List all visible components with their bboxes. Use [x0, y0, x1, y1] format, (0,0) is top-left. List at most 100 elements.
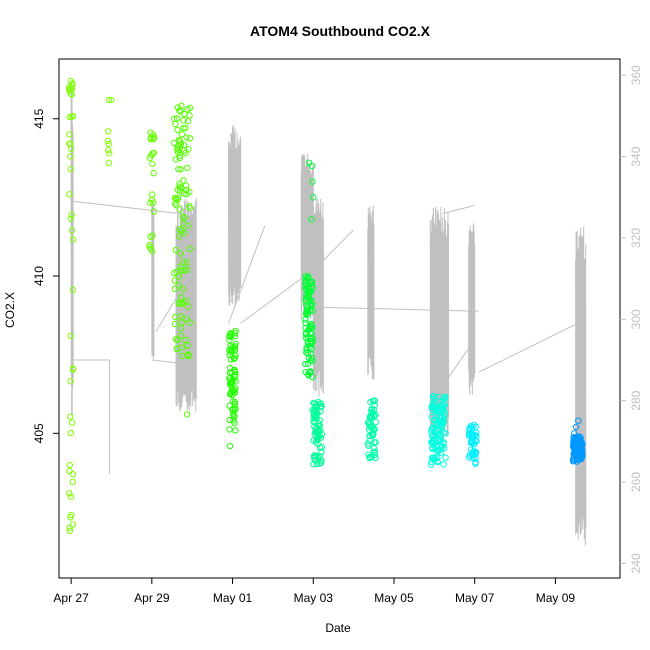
data-point — [149, 232, 156, 239]
y-axis-label: CO2.X — [3, 292, 17, 328]
data-point — [172, 246, 180, 254]
data-point — [465, 431, 473, 438]
data-point — [303, 304, 311, 311]
data-point — [578, 453, 586, 460]
data-point — [171, 269, 178, 277]
data-point — [466, 427, 473, 434]
data-point — [440, 401, 447, 408]
data-point — [308, 216, 315, 223]
data-point — [227, 356, 235, 363]
data-point — [69, 286, 77, 293]
data-point — [304, 274, 311, 281]
data-point — [366, 421, 374, 428]
data-point — [470, 448, 477, 455]
data-point — [185, 146, 192, 153]
secondary-line-segment — [312, 198, 324, 397]
data-point — [69, 366, 77, 373]
data-point — [231, 343, 239, 350]
data-point — [178, 300, 185, 307]
data-point — [186, 104, 194, 112]
data-point — [226, 416, 234, 424]
data-point — [171, 277, 179, 284]
data-point — [186, 112, 193, 119]
data-point — [69, 236, 77, 243]
data-point — [183, 134, 190, 141]
data-point — [226, 426, 233, 433]
data-point — [67, 429, 75, 437]
data-point — [178, 319, 185, 326]
data-point — [106, 150, 113, 157]
data-point — [182, 336, 190, 344]
axis-layer: Apr 27 Apr 29 May 01 May 03 May 05 May 07 May … — [32, 65, 643, 605]
data-point — [183, 315, 190, 322]
data-point — [431, 403, 438, 411]
data-point — [175, 300, 182, 307]
data-point — [433, 403, 440, 410]
secondary-line-segment — [468, 223, 476, 396]
data-point — [177, 166, 184, 173]
data-point — [149, 199, 157, 206]
data-point — [371, 397, 378, 405]
data-point — [150, 170, 157, 177]
data-point — [307, 280, 314, 287]
x-tick-label: Apr 27 — [53, 591, 89, 605]
plot-frame — [58, 58, 621, 579]
data-point — [68, 91, 75, 98]
data-point — [227, 391, 234, 398]
data-point — [185, 351, 192, 358]
data-point — [229, 385, 236, 392]
data-point — [575, 417, 582, 424]
data-point — [310, 194, 317, 201]
data-point — [186, 204, 194, 212]
data-point — [226, 442, 234, 450]
data-point — [433, 443, 440, 450]
secondary-line-segment — [228, 225, 266, 324]
data-point — [66, 461, 74, 469]
data-point — [176, 226, 183, 233]
data-point — [150, 208, 158, 215]
data-point — [430, 403, 437, 410]
data-point — [184, 117, 192, 125]
data-point — [228, 345, 235, 352]
data-point — [174, 104, 182, 111]
chart-title: ATOM4 Southbound CO2.X — [250, 23, 431, 39]
data-point — [180, 177, 187, 184]
data-point — [172, 120, 179, 128]
data-point — [226, 336, 233, 344]
data-point — [304, 293, 311, 300]
data-point — [226, 364, 234, 372]
data-point — [67, 413, 74, 420]
secondary-line-segment — [151, 203, 155, 360]
data-point — [105, 159, 113, 167]
secondary-line-segment — [429, 206, 450, 441]
y-right-tick-label: 260 — [629, 472, 643, 492]
data-point — [230, 355, 238, 363]
data-point — [67, 514, 74, 521]
data-point — [105, 96, 113, 104]
data-point — [470, 451, 477, 459]
data-point — [372, 411, 379, 418]
data-point — [180, 285, 187, 292]
data-point — [472, 423, 480, 430]
data-point — [436, 393, 443, 401]
data-point — [67, 378, 74, 385]
y-right-tick-label: 280 — [629, 390, 643, 410]
data-point — [371, 448, 379, 455]
data-point — [178, 102, 185, 110]
data-point — [183, 259, 190, 266]
data-point — [180, 117, 187, 124]
data-point — [149, 160, 156, 168]
data-point — [472, 459, 479, 466]
data-point — [173, 202, 180, 209]
data-point — [176, 152, 183, 159]
data-point — [366, 414, 373, 421]
data-point — [442, 454, 449, 461]
data-point — [227, 379, 235, 386]
data-point — [176, 183, 183, 190]
data-point — [175, 233, 183, 240]
data-point — [105, 147, 112, 154]
data-point — [177, 263, 184, 270]
y-tick-label: 415 — [32, 108, 46, 128]
data-point — [174, 149, 182, 156]
data-point — [471, 431, 479, 439]
